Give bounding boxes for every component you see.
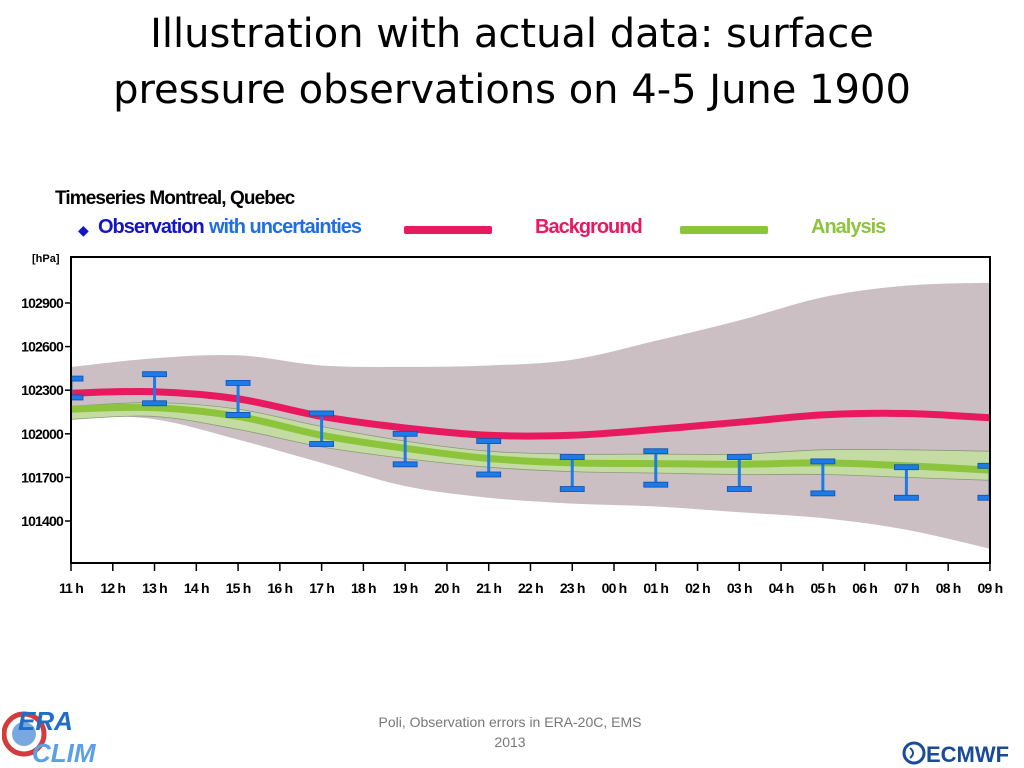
legend-background: Background [535, 216, 643, 238]
x-tick-label: 18 h [351, 580, 376, 596]
x-tick-label: 15 h [226, 580, 251, 596]
x-tick-label: 04 h [769, 580, 794, 596]
chart-legend: ◆ Observation with uncertainties Backgro… [0, 216, 1024, 246]
observation-marker-icon: ◆ [78, 222, 89, 238]
ecmwf-logo: ECMWF [902, 741, 1009, 767]
observation-error-bar [894, 464, 919, 501]
observation-error-bar [726, 454, 752, 492]
observation-error-bar [392, 430, 418, 468]
legend-analysis-swatch [680, 226, 768, 234]
x-tick-label: 07 h [894, 580, 919, 596]
observation-error-bar [71, 375, 84, 401]
title-line-1: Illustration with actual data: surface [150, 11, 874, 57]
x-tick-label: 17 h [309, 580, 334, 596]
observation-error-bar [810, 458, 836, 497]
x-tick-label: 12 h [100, 580, 125, 596]
x-tick-label: 20 h [435, 580, 460, 596]
x-tick-label: 11 h [59, 580, 83, 596]
x-tick-label: 01 h [643, 580, 668, 596]
slide-title: Illustration with actual data: surface p… [40, 6, 984, 118]
x-tick-label: 19 h [393, 580, 418, 596]
chart-title: Timeseries Montreal, Quebec [55, 188, 295, 209]
x-tick-label: 00 h [602, 580, 627, 596]
x-tick-label: 23 h [560, 580, 585, 596]
x-tick-label: 09 h [978, 580, 1003, 596]
eraclim-logo-top: ERA [18, 706, 73, 736]
x-tick-label: 02 h [685, 580, 710, 596]
footer-line-2: 2013 [494, 734, 526, 750]
footer-line-1: Poli, Observation errors in ERA-20C, EMS [378, 714, 642, 730]
observation-error-bar [476, 438, 502, 478]
footer-citation: Poli, Observation errors in ERA-20C, EMS… [355, 712, 665, 752]
x-tick-label: 13 h [142, 580, 167, 596]
ecmwf-logo-text: ECMWF [926, 742, 1009, 767]
observation-error-bar [643, 448, 669, 488]
y-tick-label: 102000 [21, 426, 64, 442]
y-tick-label: 101400 [21, 513, 64, 529]
legend-uncertainty: with uncertainties [209, 216, 362, 238]
legend-observation: Observation [98, 216, 205, 238]
y-tick-label: 102300 [21, 382, 64, 398]
observation-error-bar [225, 380, 251, 418]
x-tick-label: 16 h [267, 580, 292, 596]
y-tick-label: 102900 [21, 295, 64, 311]
x-tick-label: 22 h [518, 580, 543, 596]
y-axis-label: [hPa] [32, 253, 60, 265]
background-spread-band [71, 282, 990, 549]
observation-error-bar [309, 410, 335, 447]
background-series-line [71, 387, 990, 440]
x-tick-label: 06 h [852, 580, 877, 596]
y-tick-label: 101700 [21, 469, 64, 485]
x-tick-label: 21 h [476, 580, 501, 596]
legend-background-swatch [404, 226, 492, 234]
x-tick-label: 14 h [184, 580, 209, 596]
eraclim-logo-bottom: CLIM [32, 738, 97, 768]
x-tick-label: 03 h [727, 580, 752, 596]
observation-error-bar [142, 371, 167, 407]
legend-analysis: Analysis [811, 216, 886, 238]
title-line-2: pressure observations on 4-5 June 1900 [113, 67, 911, 113]
y-tick-label: 102600 [21, 339, 64, 355]
x-tick-label: 05 h [810, 580, 835, 596]
observation-error-bar [559, 454, 585, 492]
eraclim-logo: ERA CLIM [2, 706, 97, 768]
x-tick-label: 08 h [936, 580, 961, 596]
